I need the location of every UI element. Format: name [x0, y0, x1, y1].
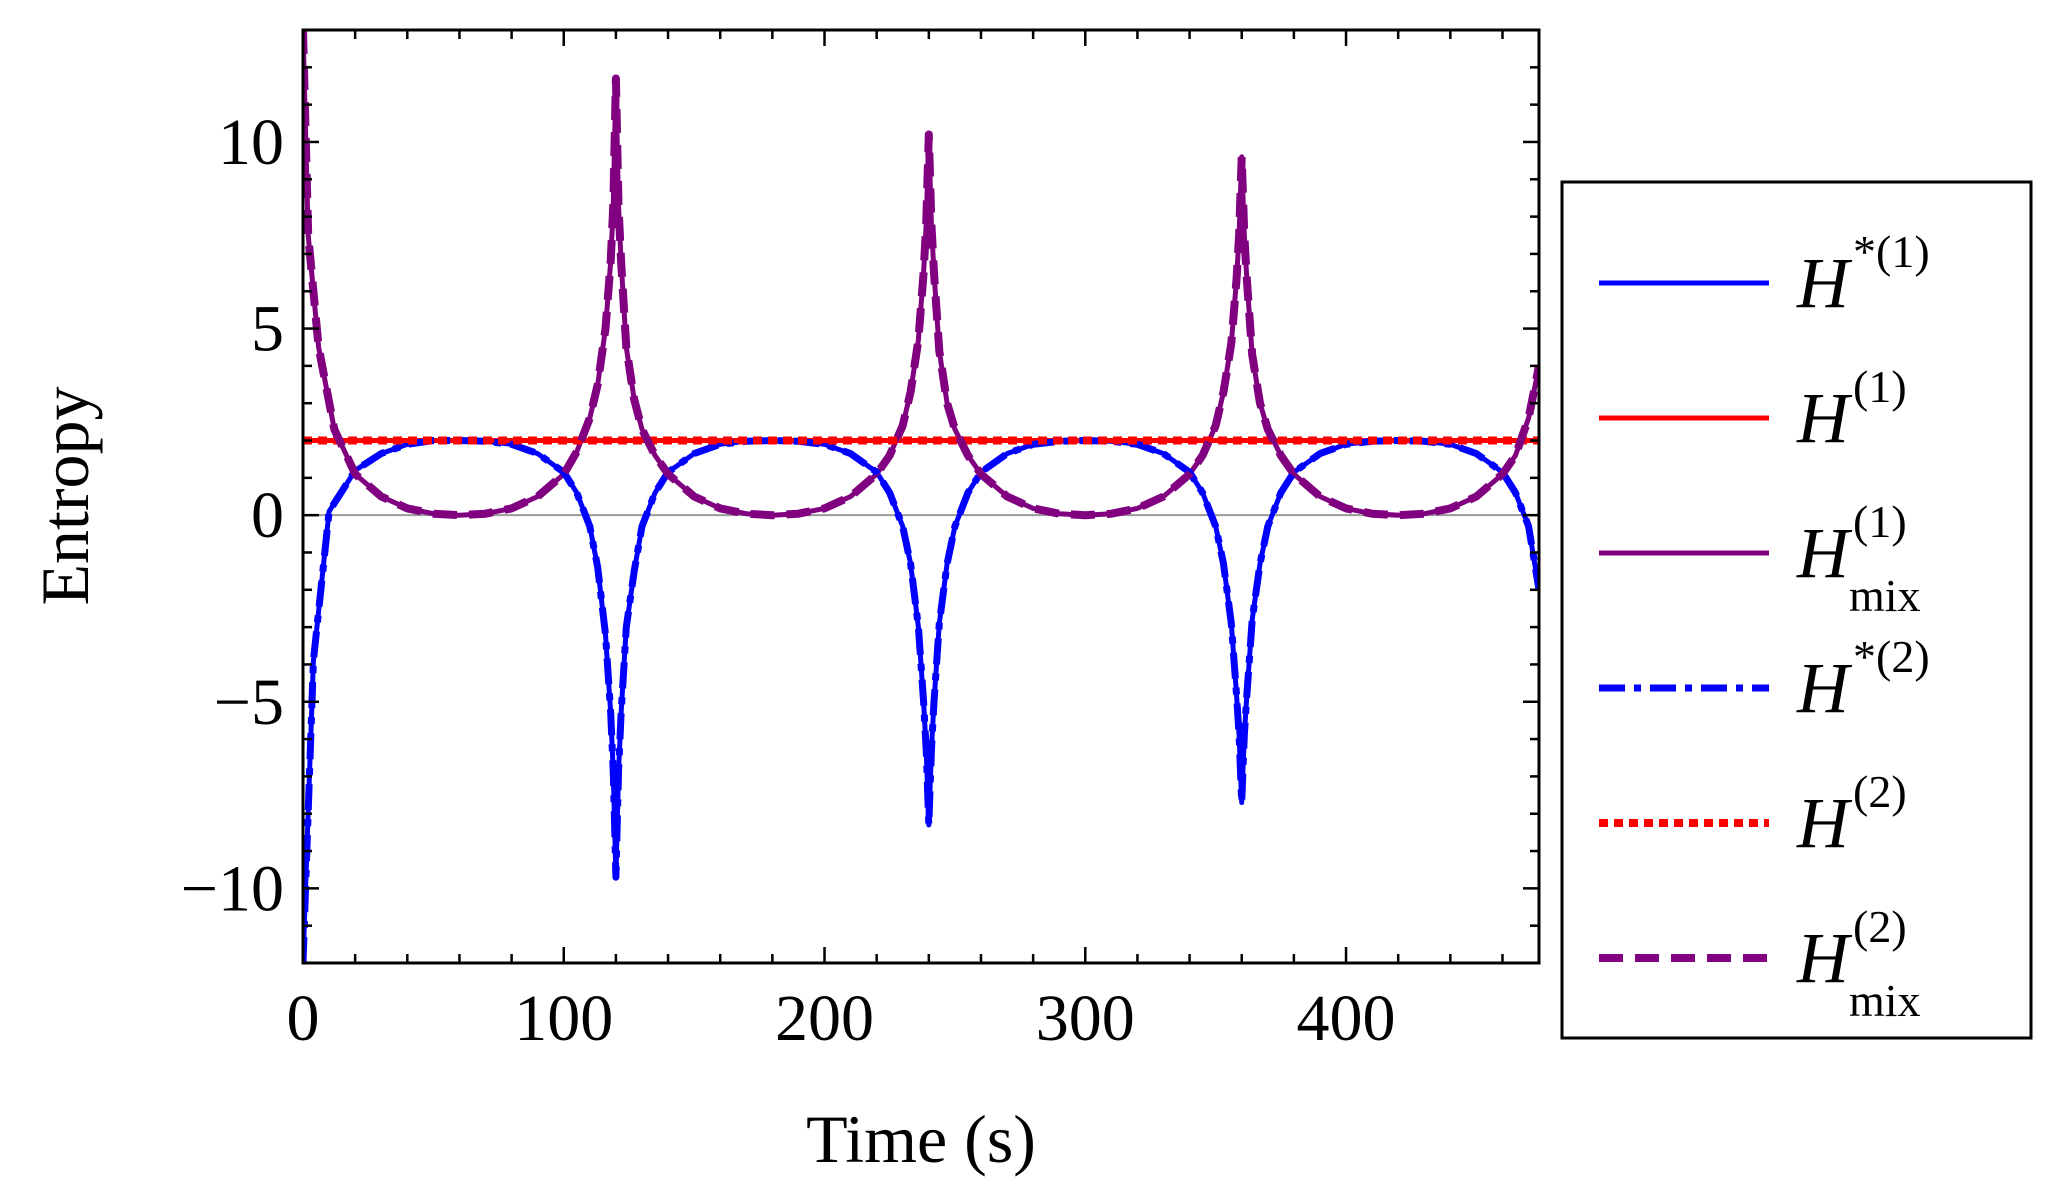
- series-line-4: [303, 437, 1539, 963]
- x-axis-title: Time (s): [806, 1101, 1036, 1177]
- legend-label-4: H*(2): [1796, 631, 1930, 728]
- plot-frame: [301, 28, 1541, 965]
- y-tick-label: 5: [251, 293, 284, 366]
- y-tick-label: −5: [214, 666, 284, 739]
- legend: H*(1) H(1) H(1) mix H*(2) H(2) H(2) mix: [1560, 180, 2033, 1040]
- x-tick-label: 0: [287, 982, 320, 1055]
- x-tick-labels: 0 100 200 300 400: [287, 982, 1396, 1055]
- ticks-layer: [301, 28, 1539, 965]
- legend-frame: [1560, 180, 2033, 1040]
- legend-label-2: H(1): [1796, 361, 1907, 458]
- legend-label-5: H(2): [1796, 766, 1907, 863]
- x-tick-label: 300: [1036, 982, 1135, 1055]
- y-tick-label: 0: [251, 479, 284, 552]
- y-tick-label: 10: [218, 106, 284, 179]
- series-line-6: [303, 30, 1539, 520]
- y-axis-title: Entropy: [27, 386, 103, 605]
- x-tick-label: 400: [1297, 982, 1396, 1055]
- legend-label-3: H(1) mix: [1796, 496, 1921, 621]
- series-layer: [303, 30, 1539, 963]
- x-tick-label: 100: [514, 982, 613, 1055]
- x-tick-label: 200: [775, 982, 874, 1055]
- legend-label-1: H*(1): [1796, 226, 1930, 323]
- y-tick-labels: −10 −5 0 5 10: [181, 106, 284, 925]
- y-tick-label: −10: [181, 852, 284, 925]
- legend-label-6: H(2) mix: [1796, 901, 1921, 1026]
